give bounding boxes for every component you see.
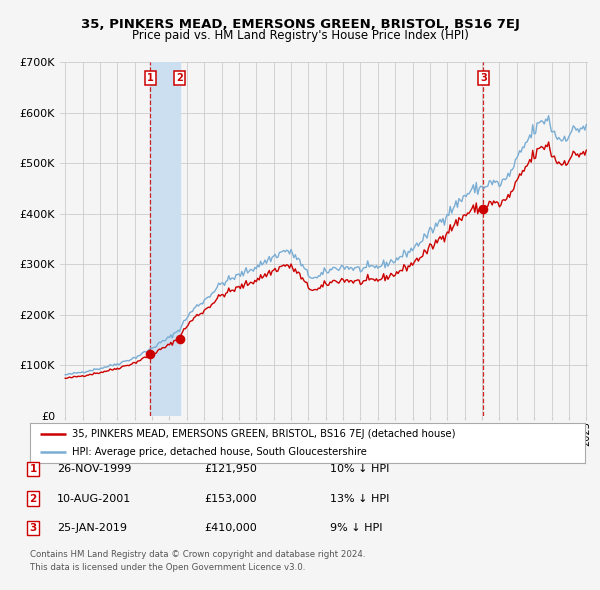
Point — [478, 204, 488, 214]
Text: 1: 1 — [29, 464, 37, 474]
Point — [175, 334, 185, 343]
Text: 35, PINKERS MEAD, EMERSONS GREEN, BRISTOL, BS16 7EJ (detached house): 35, PINKERS MEAD, EMERSONS GREEN, BRISTO… — [71, 430, 455, 440]
Text: 10-AUG-2001: 10-AUG-2001 — [57, 494, 131, 503]
Text: Price paid vs. HM Land Registry's House Price Index (HPI): Price paid vs. HM Land Registry's House … — [131, 30, 469, 42]
Text: 9% ↓ HPI: 9% ↓ HPI — [330, 523, 383, 533]
Text: £121,950: £121,950 — [204, 464, 257, 474]
Text: 26-NOV-1999: 26-NOV-1999 — [57, 464, 131, 474]
Text: 2: 2 — [29, 494, 37, 503]
Text: 13% ↓ HPI: 13% ↓ HPI — [330, 494, 389, 503]
Text: 3: 3 — [29, 523, 37, 533]
Point — [146, 349, 155, 359]
Text: 10% ↓ HPI: 10% ↓ HPI — [330, 464, 389, 474]
Text: £410,000: £410,000 — [204, 523, 257, 533]
Text: £153,000: £153,000 — [204, 494, 257, 503]
Bar — [151, 62, 180, 416]
Text: 25-JAN-2019: 25-JAN-2019 — [57, 523, 127, 533]
Text: 3: 3 — [480, 73, 487, 83]
Text: Contains HM Land Registry data © Crown copyright and database right 2024.: Contains HM Land Registry data © Crown c… — [30, 550, 365, 559]
Text: This data is licensed under the Open Government Licence v3.0.: This data is licensed under the Open Gov… — [30, 563, 305, 572]
Text: HPI: Average price, detached house, South Gloucestershire: HPI: Average price, detached house, Sout… — [71, 447, 367, 457]
Text: 1: 1 — [147, 73, 154, 83]
Text: 2: 2 — [176, 73, 183, 83]
Text: 35, PINKERS MEAD, EMERSONS GREEN, BRISTOL, BS16 7EJ: 35, PINKERS MEAD, EMERSONS GREEN, BRISTO… — [80, 18, 520, 31]
